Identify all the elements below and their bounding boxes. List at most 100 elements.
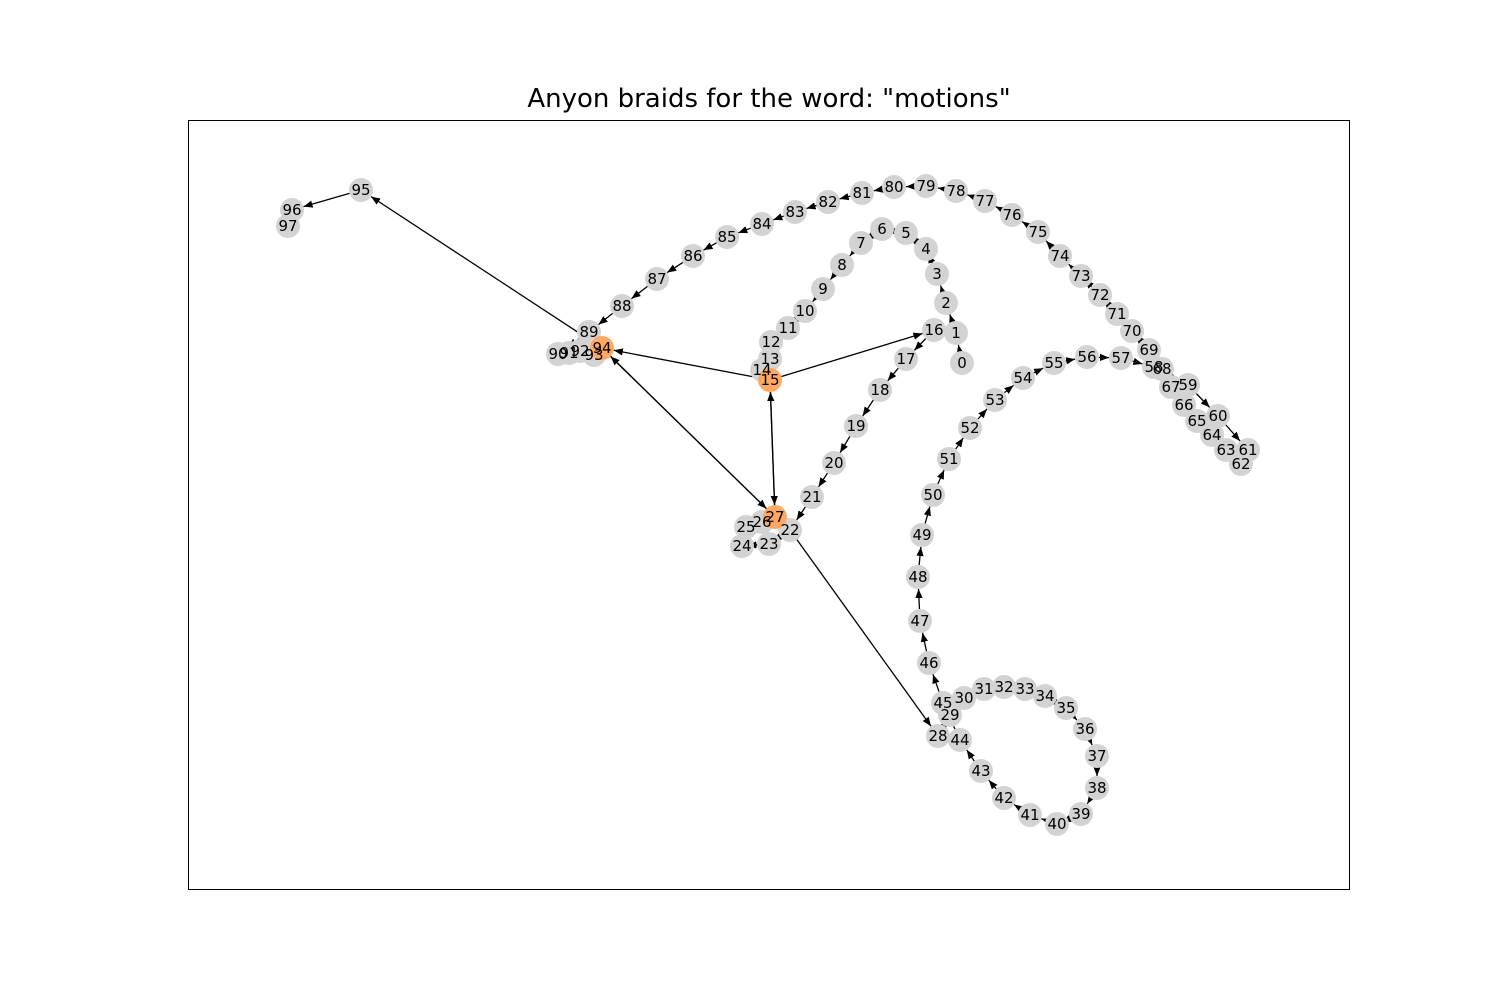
node-label: 22 xyxy=(780,521,799,539)
node-71 xyxy=(1105,302,1129,326)
edge-94-95 xyxy=(370,196,593,342)
node-32 xyxy=(992,675,1016,699)
node-53 xyxy=(983,388,1007,412)
node-label: 75 xyxy=(1028,223,1047,241)
node-10 xyxy=(793,299,817,323)
node-label: 6 xyxy=(877,220,887,238)
node-label: 74 xyxy=(1050,247,1069,265)
node-marker xyxy=(822,451,846,475)
node-label: 29 xyxy=(940,706,959,724)
node-78 xyxy=(944,179,968,203)
node-label: 57 xyxy=(1111,349,1130,367)
node-marker xyxy=(1085,744,1109,768)
node-23 xyxy=(757,532,781,556)
node-46 xyxy=(917,651,941,675)
node-label: 51 xyxy=(939,450,958,468)
node-marker xyxy=(1033,684,1057,708)
node-12 xyxy=(759,330,783,354)
node-marker xyxy=(610,294,634,318)
node-7 xyxy=(849,231,873,255)
node-label: 69 xyxy=(1139,341,1158,359)
node-label: 13 xyxy=(760,350,779,368)
node-label: 80 xyxy=(884,178,903,196)
node-marker xyxy=(1000,203,1024,227)
edge-9-10 xyxy=(812,292,822,303)
node-57 xyxy=(1109,346,1133,370)
node-67 xyxy=(1159,375,1183,399)
node-15 xyxy=(758,368,782,392)
node-label: 5 xyxy=(901,224,911,242)
node-label: 23 xyxy=(759,535,778,553)
edge-77-78 xyxy=(967,194,978,202)
edge-74-75 xyxy=(1045,240,1055,251)
node-label: 11 xyxy=(778,319,797,337)
edge-55-56 xyxy=(1065,357,1076,365)
node-marker xyxy=(759,330,783,354)
node-marker xyxy=(681,244,705,268)
node-label: 82 xyxy=(818,193,837,211)
node-label: 24 xyxy=(732,537,751,555)
node-5 xyxy=(894,221,918,245)
node-label: 47 xyxy=(910,612,929,630)
node-label: 58 xyxy=(1144,358,1163,376)
edge-7-8 xyxy=(849,246,859,257)
node-30 xyxy=(952,686,976,710)
node-label: 20 xyxy=(824,454,843,472)
node-68 xyxy=(1150,357,1174,381)
edge-8-9 xyxy=(829,270,839,280)
node-marker xyxy=(1045,812,1069,836)
edge-21-22 xyxy=(796,506,806,521)
node-marker xyxy=(793,299,817,323)
node-97 xyxy=(276,214,300,238)
node-marker xyxy=(931,691,955,715)
node-marker xyxy=(1013,677,1037,701)
node-label: 83 xyxy=(785,203,804,221)
node-label: 94 xyxy=(592,339,611,357)
edge-22-28 xyxy=(796,539,932,727)
node-1 xyxy=(944,321,968,345)
node-0 xyxy=(950,351,974,375)
node-73 xyxy=(1069,264,1093,288)
node-49 xyxy=(910,523,934,547)
node-label: 77 xyxy=(975,192,994,210)
node-marker xyxy=(973,189,997,213)
node-label: 45 xyxy=(933,694,952,712)
node-marker xyxy=(906,565,930,589)
node-label: 3 xyxy=(932,265,942,283)
node-label: 9 xyxy=(818,280,828,298)
node-label: 14 xyxy=(752,361,771,379)
node-marker xyxy=(1018,803,1042,827)
edge-84-85 xyxy=(738,226,751,234)
edge-17-18 xyxy=(887,367,899,382)
node-label: 33 xyxy=(1015,680,1034,698)
node-label: 92 xyxy=(570,342,589,360)
node-label: 85 xyxy=(717,228,736,246)
node-label: 10 xyxy=(795,302,814,320)
node-label: 0 xyxy=(957,354,967,372)
edge-15-94 xyxy=(613,348,759,379)
node-marker xyxy=(894,221,918,245)
node-label: 40 xyxy=(1047,815,1066,833)
node-label: 55 xyxy=(1044,354,1063,372)
edge-0-1 xyxy=(956,344,964,355)
edge-36-37 xyxy=(1085,735,1093,746)
node-marker xyxy=(844,414,868,438)
node-marker xyxy=(894,347,918,371)
node-label: 60 xyxy=(1208,407,1227,425)
edge-81-82 xyxy=(839,193,851,201)
node-63 xyxy=(1214,438,1238,462)
diagram-title: Anyon braids for the word: "motions" xyxy=(527,84,1011,114)
node-82 xyxy=(816,190,840,214)
node-label: 32 xyxy=(994,678,1013,696)
node-43 xyxy=(969,759,993,783)
edge-75-76 xyxy=(1021,221,1032,230)
node-84 xyxy=(750,212,774,236)
node-marker xyxy=(1075,345,1099,369)
edge-59-60 xyxy=(1195,393,1211,408)
node-marker xyxy=(577,320,601,344)
node-21 xyxy=(800,485,824,509)
node-marker xyxy=(816,190,840,214)
node-label: 56 xyxy=(1077,348,1096,366)
node-marker xyxy=(783,200,807,224)
node-label: 44 xyxy=(950,731,969,749)
